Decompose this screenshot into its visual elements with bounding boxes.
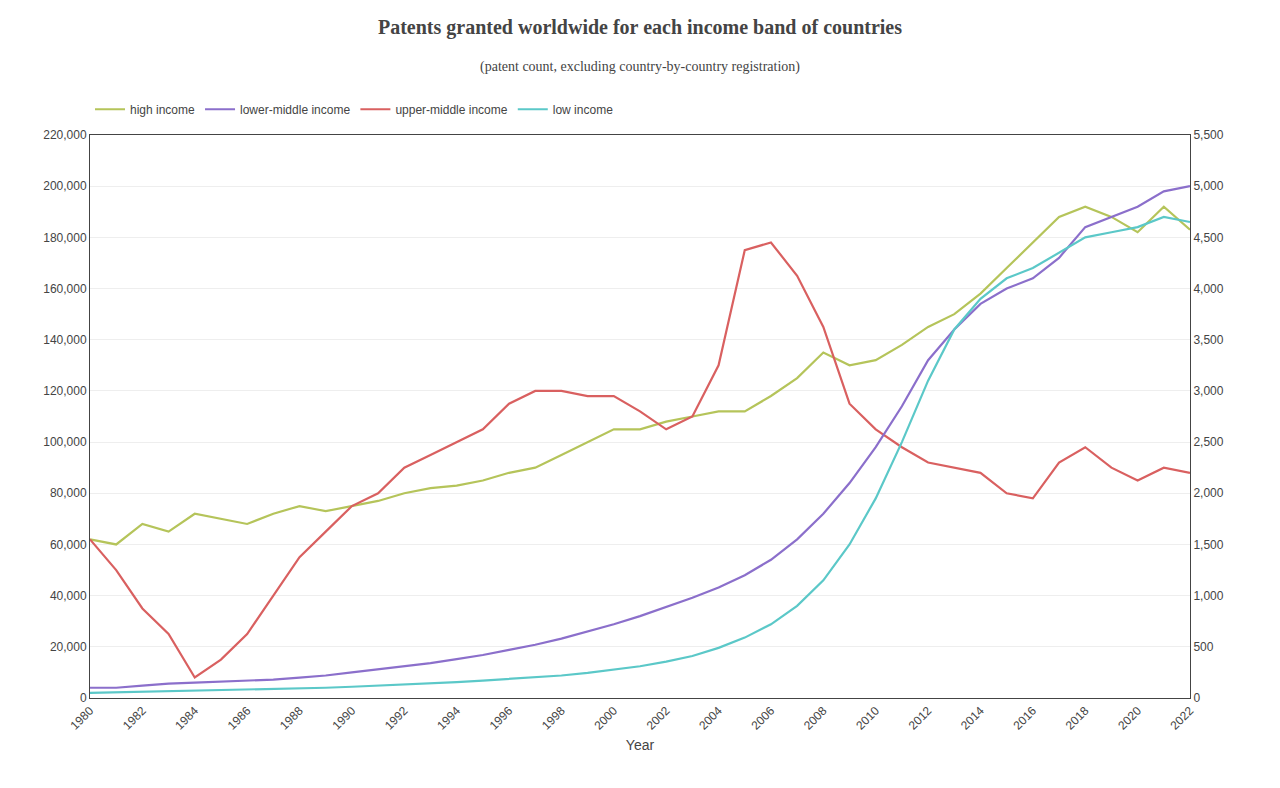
svg-text:2014: 2014 [958, 704, 987, 733]
svg-text:140,000: 140,000 [43, 333, 87, 347]
svg-text:1992: 1992 [382, 704, 411, 733]
svg-text:1986: 1986 [225, 704, 254, 733]
svg-text:5,000: 5,000 [1193, 179, 1223, 193]
svg-text:1,000: 1,000 [1193, 589, 1223, 603]
svg-text:0: 0 [80, 691, 87, 705]
svg-text:4,500: 4,500 [1193, 231, 1223, 245]
svg-text:3,500: 3,500 [1193, 333, 1223, 347]
svg-text:1980: 1980 [68, 704, 97, 733]
svg-text:1996: 1996 [487, 704, 516, 733]
svg-text:2,500: 2,500 [1193, 435, 1223, 449]
svg-text:2010: 2010 [853, 704, 882, 733]
svg-text:80,000: 80,000 [50, 486, 87, 500]
svg-text:low income: low income [553, 103, 613, 117]
svg-text:2000: 2000 [591, 704, 620, 733]
svg-text:lower-middle income: lower-middle income [240, 103, 350, 117]
svg-text:60,000: 60,000 [50, 538, 87, 552]
svg-text:200,000: 200,000 [43, 179, 87, 193]
svg-text:100,000: 100,000 [43, 435, 87, 449]
svg-text:20,000: 20,000 [50, 640, 87, 654]
svg-text:1982: 1982 [120, 704, 149, 733]
svg-text:(patent count, excluding count: (patent count, excluding country-by-coun… [480, 59, 800, 75]
svg-text:2006: 2006 [749, 704, 778, 733]
svg-text:5,500: 5,500 [1193, 128, 1223, 142]
svg-text:1,500: 1,500 [1193, 538, 1223, 552]
svg-text:40,000: 40,000 [50, 589, 87, 603]
svg-text:3,000: 3,000 [1193, 384, 1223, 398]
svg-text:1998: 1998 [539, 704, 568, 733]
svg-text:2020: 2020 [1115, 704, 1144, 733]
svg-text:0: 0 [1193, 691, 1200, 705]
svg-text:2016: 2016 [1010, 704, 1039, 733]
svg-text:Patents granted worldwide for: Patents granted worldwide for each incom… [378, 16, 902, 39]
svg-text:220,000: 220,000 [43, 128, 87, 142]
svg-text:2012: 2012 [906, 704, 935, 733]
svg-text:Year: Year [626, 737, 655, 753]
svg-text:2018: 2018 [1063, 704, 1092, 733]
svg-text:2004: 2004 [696, 704, 725, 733]
svg-text:500: 500 [1193, 640, 1213, 654]
svg-text:180,000: 180,000 [43, 231, 87, 245]
svg-text:high income: high income [130, 103, 195, 117]
svg-text:upper-middle income: upper-middle income [395, 103, 507, 117]
svg-text:2022: 2022 [1168, 704, 1197, 733]
svg-text:1990: 1990 [329, 704, 358, 733]
svg-text:160,000: 160,000 [43, 282, 87, 296]
svg-text:1988: 1988 [277, 704, 306, 733]
svg-text:1984: 1984 [172, 704, 201, 733]
svg-text:2002: 2002 [644, 704, 673, 733]
svg-text:2008: 2008 [801, 704, 830, 733]
svg-text:4,000: 4,000 [1193, 282, 1223, 296]
svg-text:2,000: 2,000 [1193, 486, 1223, 500]
svg-text:1994: 1994 [434, 704, 463, 733]
svg-text:120,000: 120,000 [43, 384, 87, 398]
